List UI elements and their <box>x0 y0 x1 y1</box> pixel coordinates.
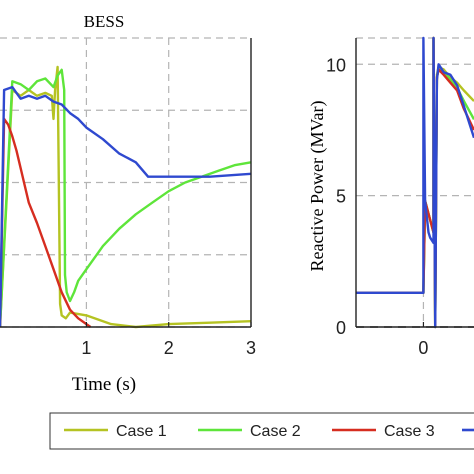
series-line-case-2 <box>0 68 252 328</box>
x-tick-label: 0 <box>418 338 428 358</box>
legend-label: Case 1 <box>116 423 167 440</box>
legend: Case 1 Case 2 Case 3 <box>49 412 474 450</box>
legend-box <box>49 412 474 450</box>
left-panel: 1 2 3 BESS Time (s) <box>0 12 256 395</box>
series-line-case-4 <box>0 85 252 328</box>
right-y-axis-label: Reactive Power (MVar) <box>307 101 328 272</box>
y-tick-label: 10 <box>326 55 346 75</box>
x-tick-label: 1 <box>81 338 91 358</box>
right-series-group <box>356 36 474 329</box>
right-tick-labels: 0 0 5 10 <box>326 55 428 358</box>
x-tick-label: 2 <box>164 338 174 358</box>
legend-label: Case 3 <box>384 423 435 440</box>
left-x-tick-labels: 1 2 3 <box>81 322 256 358</box>
y-tick-label: 5 <box>336 187 346 207</box>
y-tick-label: 0 <box>336 318 346 338</box>
left-series-group <box>0 65 252 329</box>
left-axes <box>0 38 252 328</box>
left-x-axis-label: Time (s) <box>72 374 136 395</box>
right-axes <box>355 38 474 328</box>
right-panel: 0 0 5 10 Reactive Power (MVar) <box>307 36 474 358</box>
x-tick-label: 3 <box>246 338 256 358</box>
legend-label: Case 2 <box>250 423 301 440</box>
left-chart-title: BESS <box>84 12 125 31</box>
series-line-case-4 <box>356 36 474 329</box>
series-line-case-3 <box>0 117 92 328</box>
legend-items: Case 1 Case 2 Case 3 <box>64 423 474 440</box>
